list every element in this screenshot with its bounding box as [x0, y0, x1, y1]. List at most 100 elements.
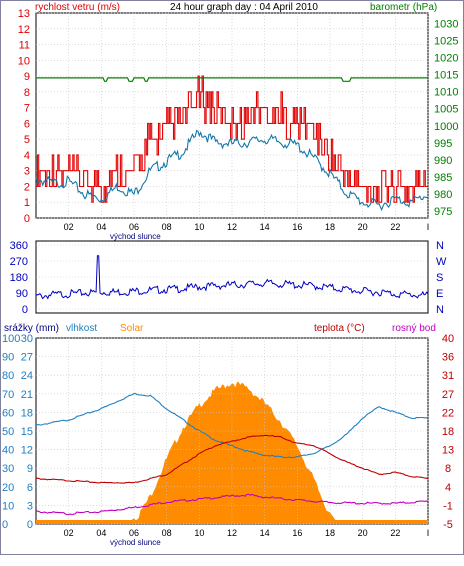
humidity-tick-label: 100	[2, 333, 20, 345]
humidity-tick-label: 10	[2, 500, 14, 512]
humidity-tick-label: 60	[2, 407, 14, 419]
wind-tick-label: 4	[24, 150, 30, 162]
x-tick-label: I	[427, 528, 430, 538]
pressure-axis-label: barometr (hPa)	[370, 2, 437, 13]
rain-tick-label: 0	[27, 519, 33, 531]
temperature-tick-label: 31	[442, 370, 454, 382]
rain-tick-label: 3	[27, 500, 33, 512]
humidity-series	[35, 392, 429, 459]
x-tick-label: I	[427, 222, 430, 232]
rain-tick-label: 12	[21, 445, 33, 457]
humidity-tick-label: 20	[2, 482, 14, 494]
pressure-tick-label: 975	[434, 206, 452, 218]
x-tick-label: 02	[64, 528, 74, 538]
x-tick-label: 08	[162, 222, 172, 232]
rain-tick-label: 18	[21, 407, 33, 419]
pressure-tick-label: 1000	[434, 121, 458, 133]
compass-label: S	[436, 272, 443, 284]
wind-axis-label: rychlost vetru (m/s)	[35, 2, 120, 13]
wind-tick-label: 8	[24, 87, 30, 99]
pressure-tick-label: 1025	[434, 35, 458, 47]
x-tick-label: 22	[390, 528, 400, 538]
direction-tick-label: 90	[16, 288, 28, 300]
x-tick-label: 20	[358, 528, 368, 538]
wind-tick-label: 12	[18, 24, 30, 36]
humidity-tick-label: 90	[2, 352, 14, 364]
dewpoint-label: rosný bod	[392, 323, 436, 334]
temperature-label: teplota (°C)	[314, 323, 365, 334]
rain-tick-label: 6	[27, 482, 33, 494]
wind-tick-label: 2	[24, 181, 30, 193]
direction-tick-label: 360	[10, 240, 28, 252]
x-tick-label: 14	[260, 528, 270, 538]
x-tick-label: 16	[292, 528, 302, 538]
pressure-tick-label: 1015	[434, 70, 458, 82]
x-tick-label: 22	[390, 222, 400, 232]
humidity-tick-label: 80	[2, 370, 14, 382]
humidity-tick-label: 30	[2, 463, 14, 475]
wind-direction-series	[35, 255, 429, 300]
humidity-tick-label: 50	[2, 426, 14, 438]
solar-label: Solar	[120, 323, 144, 334]
x-tick-label: 20	[358, 222, 368, 232]
rain-tick-label: 27	[21, 352, 33, 364]
direction-tick-label: 0	[22, 304, 28, 316]
wind-tick-label: 5	[24, 134, 30, 146]
rain-label: srážky (mm)	[4, 323, 59, 334]
pressure-tick-label: 985	[434, 172, 452, 184]
temperature-series	[35, 434, 429, 484]
x-tick-label: 06	[129, 528, 139, 538]
pressure-tick-label: 1010	[434, 87, 458, 99]
wind-gust-series	[36, 75, 428, 203]
wind-tick-label: 9	[24, 71, 30, 83]
x-tick-label: 04	[96, 222, 106, 232]
x-tick-label: 12	[227, 528, 237, 538]
wind-tick-label: 7	[24, 103, 30, 115]
temperature-tick-label: -5	[443, 519, 453, 531]
temperature-tick-label: 8	[445, 463, 451, 475]
compass-label: N	[436, 240, 444, 252]
sunrise-label-1: východ slunce	[110, 232, 161, 241]
wind-tick-label: 3	[24, 166, 30, 178]
wind-tick-label: 6	[24, 118, 30, 130]
wind-tick-label: 10	[18, 55, 30, 67]
x-tick-label: 18	[325, 222, 335, 232]
humidity-tick-label: 70	[2, 389, 14, 401]
pressure-tick-label: 1005	[434, 104, 458, 116]
temperature-tick-label: 27	[442, 389, 454, 401]
direction-tick-label: 270	[10, 256, 28, 268]
rain-tick-label: 30	[21, 333, 33, 345]
compass-label: N	[436, 304, 444, 316]
compass-label: E	[436, 288, 443, 300]
humidity-tick-label: 40	[2, 445, 14, 457]
temperature-tick-label: 22	[442, 407, 454, 419]
x-tick-label: 06	[129, 222, 139, 232]
dewpoint-series	[36, 493, 429, 516]
pressure-tick-label: 1030	[434, 18, 458, 30]
rain-tick-label: 9	[27, 463, 33, 475]
wind-tick-label: 13	[18, 8, 30, 20]
humidity-label: vlhkost	[66, 323, 97, 334]
temperature-tick-label: 13	[442, 445, 454, 457]
temperature-tick-label: -1	[443, 500, 453, 512]
x-tick-label: 08	[162, 528, 172, 538]
wind-speed-series	[35, 129, 429, 212]
rain-tick-label: 24	[21, 370, 33, 382]
pressure-tick-label: 1020	[434, 52, 458, 64]
rain-tick-label: 15	[21, 426, 33, 438]
direction-tick-label: 180	[10, 272, 28, 284]
temperature-tick-label: 40	[442, 333, 454, 345]
temperature-tick-label: 36	[442, 352, 454, 364]
rain-tick-label: 21	[21, 389, 33, 401]
temperature-tick-label: 4	[445, 482, 451, 494]
x-tick-label: 10	[194, 222, 204, 232]
x-tick-label: 10	[194, 528, 204, 538]
x-tick-label: 04	[96, 528, 106, 538]
wind-tick-label: 0	[24, 213, 30, 225]
wind-tick-label: 1	[24, 197, 30, 209]
sunrise-label-2: východ slunce	[110, 538, 161, 547]
pressure-series	[36, 77, 428, 82]
